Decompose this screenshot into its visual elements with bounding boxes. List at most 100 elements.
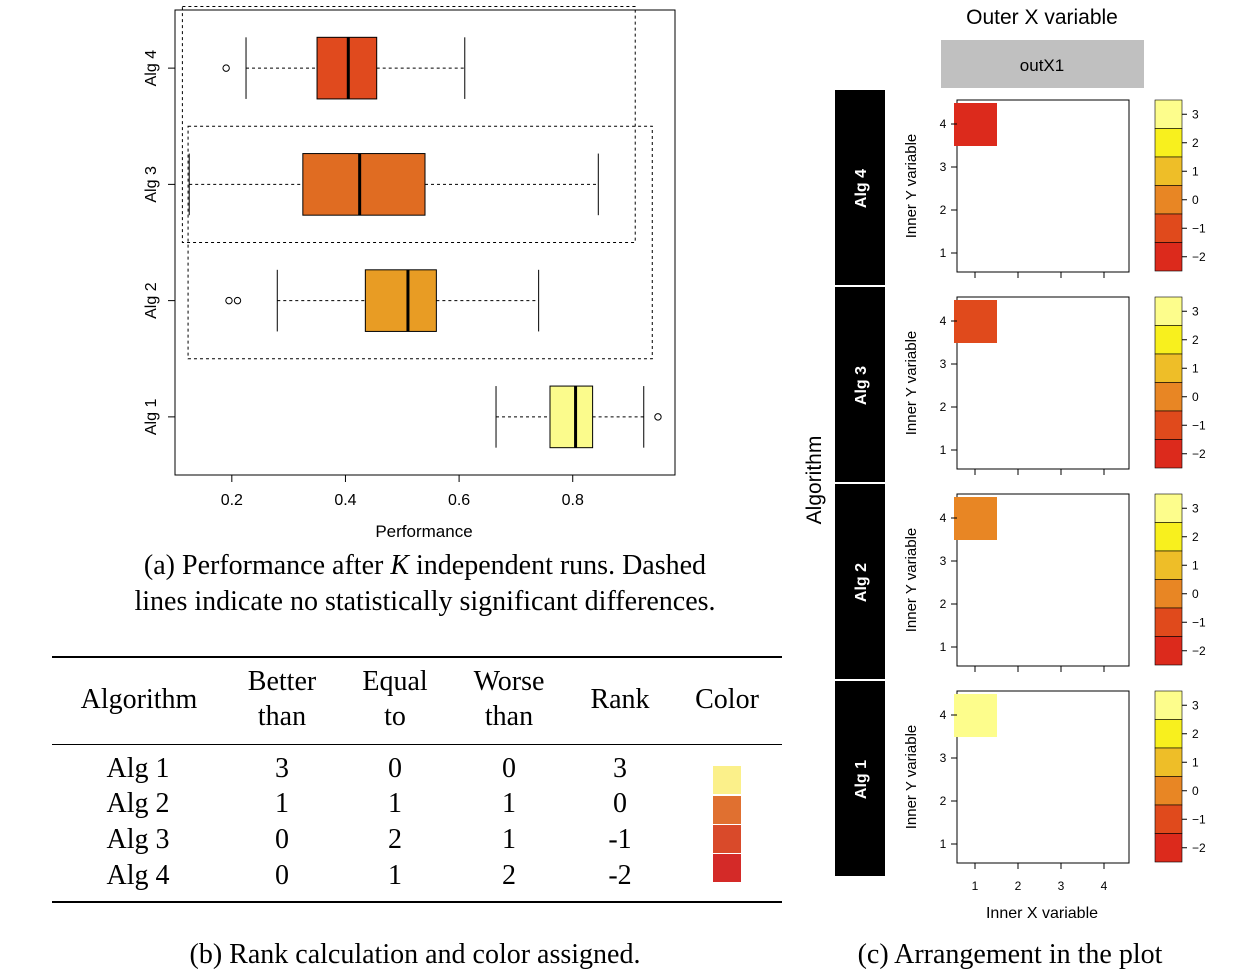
inner-y-tick-label: 3 — [940, 751, 947, 765]
colorkey-label: 0 — [1192, 390, 1199, 404]
table-mid-rule — [52, 744, 782, 745]
inner-x-tick-label: 2 — [1015, 879, 1022, 893]
colorkey-cell — [1154, 747, 1183, 777]
inner-y-tick-label: 3 — [940, 357, 947, 371]
colorkey-cell — [1154, 607, 1183, 637]
colorkey-label: −2 — [1192, 841, 1206, 855]
colorkey-label: 1 — [1192, 361, 1199, 375]
boxplot-chart: 0.2 0.4 0.6 0.8 Alg 1 Alg 2 Alg 3 Alg 4 Perfor… — [143, 6, 676, 541]
header-worse-1: Worse — [473, 666, 545, 697]
inner-y-label: Inner Y variable — [903, 528, 920, 633]
colorkey-label: 3 — [1192, 107, 1199, 121]
colorkey-label: 1 — [1192, 755, 1199, 769]
inner-y-tick-label: 1 — [940, 443, 947, 457]
inner-y-label: Inner Y variable — [903, 134, 920, 239]
row2-worse: 1 — [502, 788, 516, 819]
inner-y-tick-label: 4 — [940, 708, 947, 722]
caption-a-line2: lines indicate no statistically signific… — [134, 586, 716, 617]
outlier-point — [233, 296, 242, 305]
inner-x-tick-label: 4 — [1101, 879, 1108, 893]
caption-b: (b) Rank calculation and color assigned. — [189, 939, 641, 970]
colorkey-cell — [1154, 493, 1183, 523]
colorkey-cell — [1154, 690, 1183, 720]
colorkey-cell — [1154, 410, 1183, 440]
x-axis-label: Performance — [375, 522, 472, 541]
row3-name: Alg 3 — [106, 824, 170, 855]
dashed-group-alg3-alg4 — [181, 6, 636, 244]
strip-alg2 — [835, 484, 885, 679]
row4-color-swatch — [713, 854, 741, 882]
row3-worse: 1 — [502, 824, 516, 855]
colorkey-cell — [1154, 325, 1183, 355]
trellis-heatmap: Outer X variable outX1 Algorithm Alg 4 In… — [803, 6, 1206, 922]
inner-y-tick-label: 3 — [940, 554, 947, 568]
colorkey-label: −1 — [1192, 812, 1206, 826]
box-alg4 — [222, 36, 466, 100]
colorkey-cell — [1154, 242, 1183, 272]
caption-a: (a) Performance after K independent runs… — [60, 548, 790, 620]
header-equal-2: to — [384, 701, 406, 732]
row2-name: Alg 2 — [106, 788, 170, 819]
inner-y-tick-label: 1 — [940, 837, 947, 851]
colorkey-cell — [1154, 156, 1183, 186]
colorkey-label: −2 — [1192, 644, 1206, 658]
row3-equal: 2 — [388, 824, 402, 855]
strip-label: Alg 4 — [853, 169, 870, 208]
strip-alg4 — [835, 90, 885, 285]
colorkey-cell — [1154, 382, 1183, 412]
caption-a-pre: (a) Performance after — [143, 550, 391, 581]
header-equal-1: Equal — [362, 666, 428, 697]
colorkey-cell — [1154, 185, 1183, 215]
x-tick-label: 0.6 — [448, 492, 470, 509]
box-alg2 — [225, 269, 540, 332]
heat-cell — [954, 300, 997, 343]
strip-alg3 — [835, 287, 885, 482]
y-tick-label: Alg 4 — [143, 50, 160, 87]
outer-x-title: Outer X variable — [966, 6, 1118, 29]
strip-label: Alg 1 — [853, 760, 870, 799]
table-top-rule — [52, 656, 782, 658]
x-tick-label: 0.4 — [334, 492, 356, 509]
row2-rank: 0 — [613, 788, 627, 819]
colorkey-label: 1 — [1192, 558, 1199, 572]
colorkey-label: 0 — [1192, 587, 1199, 601]
colorkey-cell — [1154, 636, 1183, 666]
box-body — [549, 385, 594, 449]
colorkey-cell — [1154, 128, 1183, 158]
caption-a-post: independent runs. Dashed — [409, 550, 707, 581]
row1-color-swatch — [713, 766, 741, 794]
row3-color-swatch — [713, 825, 741, 853]
panel-alg2: Alg 2 Inner Y variable 1 2 3 4 3 2 1 0 −1 −2 — [835, 484, 1206, 679]
row4-better: 0 — [275, 860, 289, 891]
box-body — [364, 269, 437, 332]
row4-worse: 2 — [502, 860, 516, 891]
colorkey-label: −1 — [1192, 221, 1206, 235]
row4-name: Alg 4 — [106, 860, 170, 891]
y-tick-label: Alg 1 — [143, 399, 160, 436]
colorkey-label: 1 — [1192, 164, 1199, 178]
strip-outX1 — [941, 40, 1144, 88]
inner-y-label: Inner Y variable — [903, 725, 920, 830]
header-algorithm: Algorithm — [80, 684, 198, 715]
header-better-2: than — [257, 701, 307, 732]
row3-better: 0 — [275, 824, 289, 855]
caption-c: (c) Arrangement in the plot — [857, 939, 1163, 970]
header-worse-2: than — [484, 701, 534, 732]
header-better-1: Better — [247, 666, 317, 697]
box-alg3 — [188, 153, 599, 216]
colorkey-label: 2 — [1192, 530, 1199, 544]
colorkey-cell — [1154, 550, 1183, 580]
colorkey-label: 0 — [1192, 193, 1199, 207]
colorkey-cell — [1154, 776, 1183, 806]
row2-color-swatch — [713, 796, 741, 824]
colorkey-label: 3 — [1192, 304, 1199, 318]
row2-better: 1 — [275, 788, 289, 819]
colorkey-label: 0 — [1192, 784, 1199, 798]
row1-rank: 3 — [613, 753, 627, 784]
colorkey-label: 3 — [1192, 698, 1199, 712]
heat-cell — [954, 694, 997, 737]
colorkey-label: 2 — [1192, 333, 1199, 347]
colorkey-cell — [1154, 833, 1183, 863]
colorkey-label: 2 — [1192, 136, 1199, 150]
outlier-point — [222, 64, 230, 72]
